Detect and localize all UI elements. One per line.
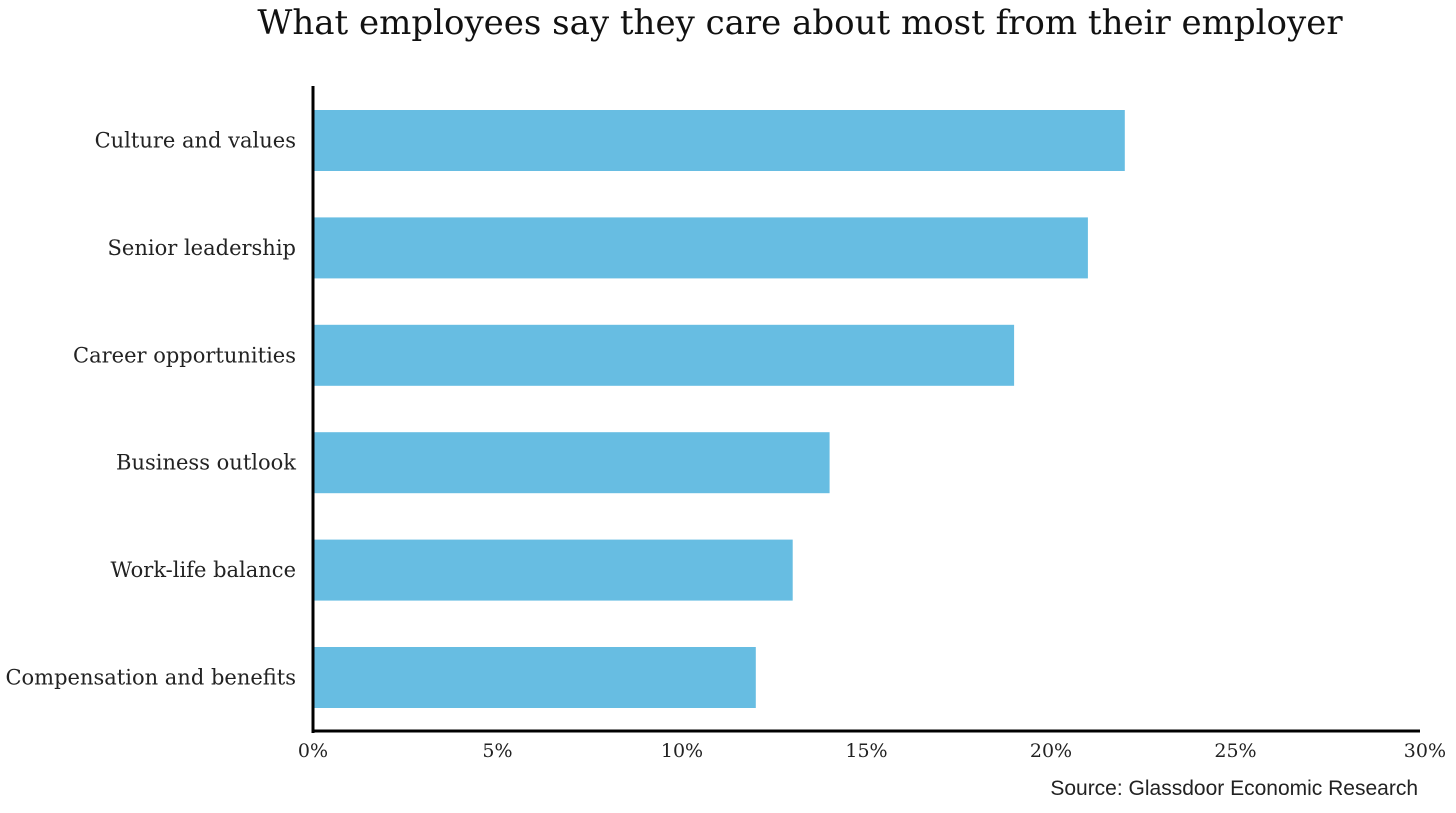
category-label: Career opportunities [73,343,296,367]
bars-group [313,110,1125,708]
chart-title: What employees say they care about most … [257,3,1343,43]
x-tick-label: 30% [1404,740,1446,762]
category-label: Culture and values [95,129,296,153]
x-tick-label: 15% [845,740,887,762]
bar [313,647,756,708]
category-label: Work-life balance [110,558,296,582]
category-label: Business outlook [116,451,296,475]
x-tick-labels-group: 0% 5% 10% 15% 20% 25% 30% [298,740,1446,762]
source-note: Source: Glassdoor Economic Research [1050,777,1418,800]
category-label: Senior leadership [108,236,296,260]
x-tick-label: 10% [661,740,703,762]
category-label: Compensation and benefits [5,666,296,690]
x-tick-label: 25% [1214,740,1256,762]
category-labels-group: Culture and values Senior leadership Caree… [5,129,296,690]
bar [313,324,1015,386]
bar [313,217,1088,279]
bar [313,110,1125,171]
x-tick-label: 20% [1030,740,1072,762]
x-tick-label: 0% [298,740,328,762]
bar [313,539,793,601]
bar [313,432,830,494]
x-tick-label: 5% [482,740,512,762]
